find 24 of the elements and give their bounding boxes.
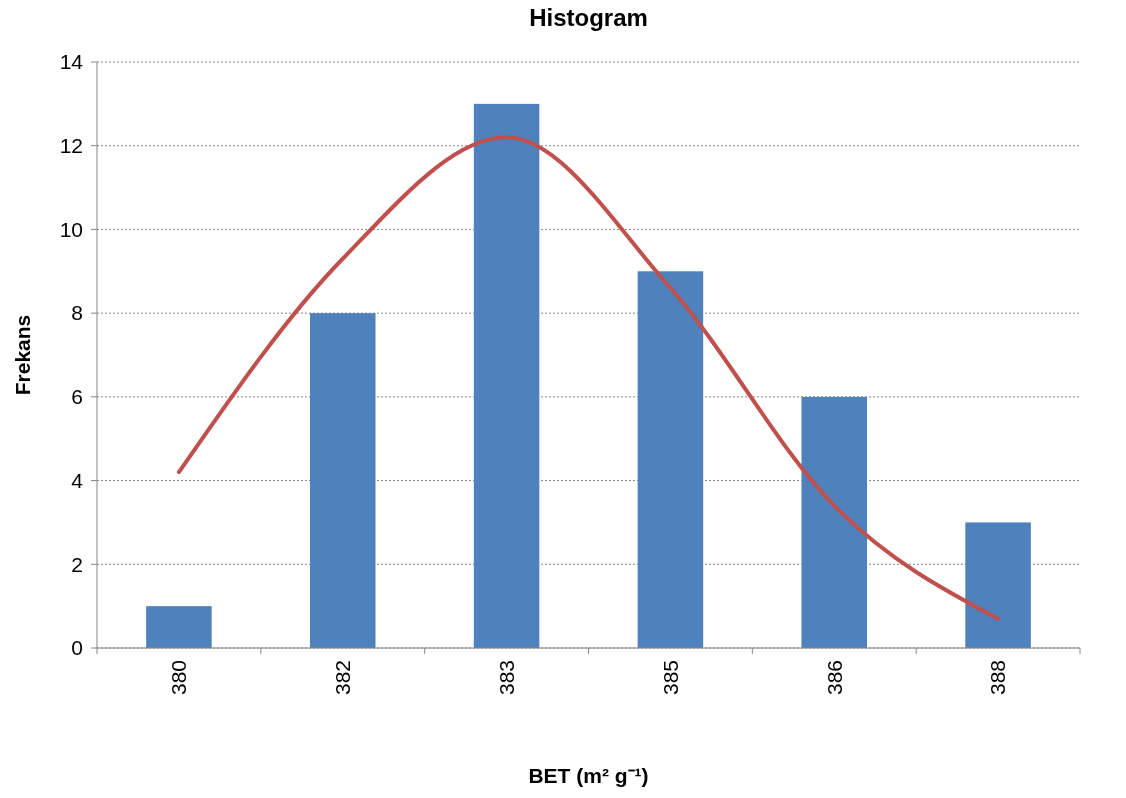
bar xyxy=(965,522,1031,648)
y-tick-label: 0 xyxy=(71,636,83,660)
y-tick-label: 14 xyxy=(59,50,84,74)
y-tick-label: 8 xyxy=(71,301,83,325)
x-tick-label: 382 xyxy=(331,660,355,696)
y-tick-label: 12 xyxy=(59,134,83,158)
x-tick-label: 383 xyxy=(494,660,518,696)
y-axis-title: Frekans xyxy=(11,314,34,396)
chart-title: Histogram xyxy=(529,4,648,31)
bar xyxy=(801,396,868,648)
x-tick-label: 388 xyxy=(986,660,1010,696)
bar xyxy=(146,606,212,648)
line-series xyxy=(176,135,1001,621)
y-tick-label: 6 xyxy=(71,385,83,409)
x-tick-label: 385 xyxy=(658,660,682,696)
bar xyxy=(637,271,704,648)
y-tick-label: 2 xyxy=(71,552,83,576)
x-tick-label: 380 xyxy=(167,660,191,696)
x-axis-title: BET (m² g⁻¹) xyxy=(528,764,649,787)
y-tick-label: 4 xyxy=(71,468,84,492)
bar xyxy=(309,313,376,648)
x-tick-label: 386 xyxy=(822,660,846,696)
y-tick-label: 10 xyxy=(59,217,83,241)
bar xyxy=(473,103,540,648)
